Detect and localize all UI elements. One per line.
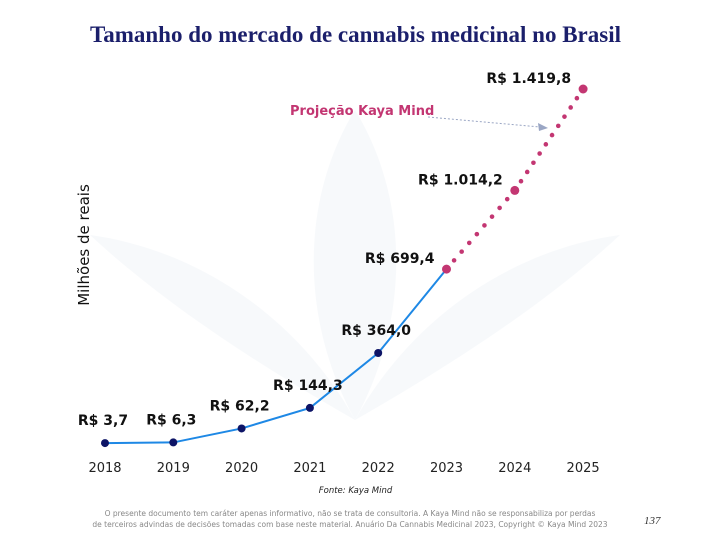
data-label-2025: R$ 1.419,8 <box>486 71 571 87</box>
data-label-2018: R$ 3,7 <box>78 413 128 429</box>
projection-dot <box>524 169 530 175</box>
projection-dot <box>555 123 561 129</box>
point-2020 <box>237 424 246 433</box>
point-2018 <box>101 439 109 448</box>
data-label-2019: R$ 6,3 <box>146 412 196 428</box>
chart-title: Tamanho do mercado de cannabis medicinal… <box>90 22 621 47</box>
x-tick-2021: 2021 <box>293 461 326 476</box>
projection-dot <box>562 114 567 119</box>
disclaimer: O presente documento tem caráter apenas … <box>60 508 640 530</box>
projection-dot <box>537 151 542 156</box>
x-tick-2025: 2025 <box>567 461 600 476</box>
data-label-2020: R$ 62,2 <box>210 398 270 414</box>
data-label-2024: R$ 1.014,2 <box>418 172 503 188</box>
x-tick-2023: 2023 <box>430 461 463 476</box>
x-tick-2019: 2019 <box>157 461 190 476</box>
point-2021 <box>305 403 314 412</box>
data-label-2022: R$ 364,0 <box>341 323 411 339</box>
projection-annotation: Projeção Kaya Mind <box>290 104 435 119</box>
disclaimer-line-1: O presente documento tem caráter apenas … <box>104 509 596 518</box>
point-2024 <box>510 185 520 195</box>
series-line-actual <box>104 268 448 445</box>
projection-dot <box>497 205 502 211</box>
projection-annotation-arrow <box>427 116 541 128</box>
projection-dot <box>568 105 573 110</box>
y-axis-label: Milhões de reais <box>75 184 93 306</box>
projection-dot <box>482 223 487 228</box>
leaf-watermark <box>90 110 620 420</box>
source-note: Fonte: Kaya Mind <box>318 486 393 496</box>
x-tick-2024: 2024 <box>498 461 531 476</box>
projection-dot <box>466 240 472 246</box>
projection-dot <box>543 142 549 147</box>
projection-dot <box>459 249 464 254</box>
projection-dot <box>451 258 457 263</box>
data-label-2021: R$ 144,3 <box>273 378 343 394</box>
projection-annotation-arrowhead <box>538 123 548 131</box>
point-2025 <box>578 84 588 94</box>
projection-dot <box>474 231 480 237</box>
marks-layer <box>101 84 588 448</box>
projection-dot <box>504 196 510 202</box>
page-number: 137 <box>644 515 661 527</box>
point-2019 <box>169 438 178 447</box>
labels-layer: 2018 2019 2020 2021 2022 2023 2024 2025 R$ 3,7 R$… <box>78 71 600 476</box>
disclaimer-line-2: de terceiros advindas de decisões tomada… <box>92 520 608 529</box>
x-tick-2020: 2020 <box>225 461 258 476</box>
projection-dot <box>574 95 580 101</box>
projection-dot <box>489 214 495 219</box>
projection-dot <box>518 178 524 184</box>
projection-dot <box>549 132 555 138</box>
series-layer <box>104 95 580 445</box>
point-2023 <box>442 264 451 274</box>
projection-dot <box>531 160 536 166</box>
data-label-2023: R$ 699,4 <box>365 251 435 267</box>
point-2022 <box>374 348 383 357</box>
x-tick-2018: 2018 <box>88 461 121 476</box>
x-tick-2022: 2022 <box>362 461 395 476</box>
